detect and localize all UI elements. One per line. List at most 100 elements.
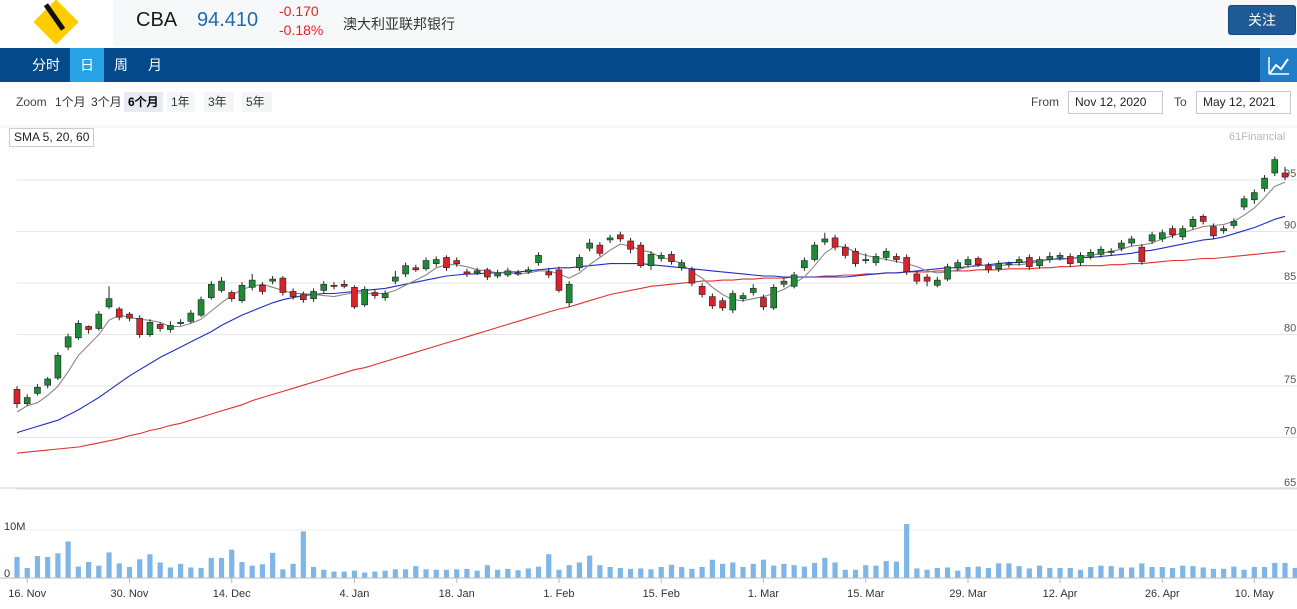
candle-up <box>361 289 368 306</box>
volume-bar <box>249 565 255 578</box>
candle-up <box>177 322 184 324</box>
volume-bar <box>178 563 184 578</box>
candle-down <box>13 388 21 405</box>
volume-bar <box>1016 566 1022 578</box>
candle-up <box>207 283 215 298</box>
volume-bar <box>1088 567 1094 578</box>
candle-down <box>1210 226 1217 237</box>
candle-down <box>463 271 471 275</box>
volume-bar <box>1047 567 1053 578</box>
candle-up <box>739 295 747 299</box>
volume-bar <box>341 571 347 578</box>
volume-bar <box>1159 567 1165 578</box>
volume-bar <box>443 569 450 578</box>
volume-bar <box>1118 567 1124 578</box>
volume-bar <box>730 562 736 578</box>
candle-down <box>259 284 266 292</box>
volume-bar <box>1129 567 1135 578</box>
volume-bar <box>331 571 337 578</box>
volume-bar <box>556 569 562 578</box>
candle-down <box>484 269 491 278</box>
candle-up <box>770 287 778 309</box>
from-date-input[interactable]: Nov 12, 2020 <box>1068 91 1163 114</box>
volume-bar <box>454 569 460 578</box>
zoom-label: Zoom <box>16 95 47 109</box>
zoom-6m-button[interactable]: 6个月 <box>124 92 163 112</box>
candle-up <box>821 238 829 243</box>
candle-up <box>647 254 655 266</box>
candle-up <box>54 355 62 379</box>
volume-bar <box>116 563 122 578</box>
to-label: To <box>1174 95 1187 109</box>
candle-down <box>852 250 859 264</box>
volume-bar <box>1006 563 1012 578</box>
tab-weekly[interactable]: 周 <box>114 57 128 73</box>
candle-up <box>44 378 51 386</box>
candle-up <box>524 269 532 273</box>
zoom-3m-button[interactable]: 3个月 <box>91 95 122 109</box>
candle-up <box>1118 242 1125 249</box>
volume-bar <box>627 568 634 578</box>
candle-up <box>473 270 481 274</box>
volume-bar <box>515 570 521 578</box>
candle-down <box>709 296 716 307</box>
candle-up <box>1077 255 1084 263</box>
price-tick-label: 65 <box>1284 477 1296 489</box>
candle-down <box>340 283 348 287</box>
candle-down <box>289 291 297 297</box>
candle-up <box>1046 256 1054 260</box>
volume-bar <box>24 567 30 578</box>
candle-down <box>228 292 236 299</box>
tab-intraday[interactable]: 分时 <box>32 57 60 73</box>
volume-bar <box>771 565 777 578</box>
volume-bar <box>740 567 746 578</box>
volume-bar <box>1292 567 1297 578</box>
volume-bar <box>587 555 593 578</box>
quote-header: CBA 94.410 -0.170 -0.18% 澳大利亚联邦银行 关注 <box>0 0 1297 46</box>
price-tick-label: 90 <box>1284 220 1296 232</box>
x-tick-label: 16. Nov <box>8 588 46 600</box>
candle-up <box>248 279 256 288</box>
candle-up <box>1251 192 1258 201</box>
volume-tick-label: 0 <box>4 568 10 580</box>
volume-bar <box>75 566 81 578</box>
chart-type-button[interactable] <box>1260 48 1297 82</box>
volume-bar <box>310 567 317 578</box>
volume-bar <box>85 562 92 578</box>
tab-monthly[interactable]: 月 <box>148 57 162 73</box>
candle-up <box>1158 232 1166 240</box>
candle-up <box>1271 159 1279 174</box>
candle-up <box>790 274 798 287</box>
volume-bar <box>750 563 756 578</box>
tab-daily[interactable]: 日 <box>70 48 104 82</box>
candle-up <box>749 288 757 293</box>
volume-bar <box>495 569 501 578</box>
volume-bar <box>719 563 726 578</box>
candle-down <box>156 324 164 329</box>
volume-bar <box>791 565 797 578</box>
follow-button[interactable]: 关注 <box>1228 5 1296 35</box>
zoom-5y-button[interactable]: 5年 <box>242 92 272 112</box>
candle-down <box>923 276 931 282</box>
volume-bar <box>525 568 531 578</box>
candle-up <box>964 259 972 265</box>
indicator-selector[interactable]: SMA 5, 20, 60 <box>9 128 95 147</box>
zoom-1y-button[interactable]: 1年 <box>167 92 195 112</box>
volume-bar <box>576 562 583 578</box>
volume-bar <box>638 568 644 578</box>
zoom-1m-button[interactable]: 1个月 <box>55 95 86 109</box>
candle-down <box>893 256 900 260</box>
candle-up <box>167 325 174 330</box>
volume-bar <box>1108 566 1114 578</box>
candle-down <box>555 269 563 291</box>
zoom-3y-button[interactable]: 3年 <box>204 92 234 112</box>
company-name: 澳大利亚联邦银行 <box>343 16 455 32</box>
candle-up <box>320 283 328 291</box>
commbank-logo <box>0 0 113 46</box>
candle-down <box>514 272 522 275</box>
candle-up <box>392 276 399 282</box>
volume-bar <box>96 565 102 578</box>
candle-up <box>1036 259 1043 266</box>
volume-bar <box>484 565 490 578</box>
to-date-input[interactable]: May 12, 2021 <box>1196 91 1291 114</box>
